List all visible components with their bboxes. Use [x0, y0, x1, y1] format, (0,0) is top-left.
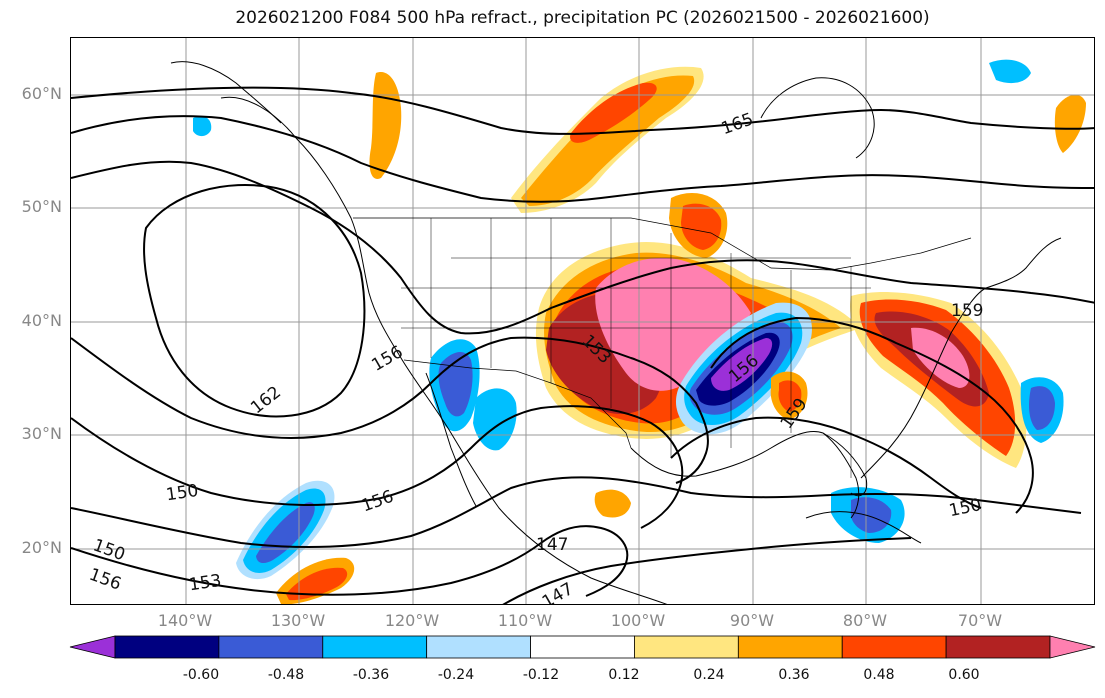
precip-area-caribbean-blue — [850, 497, 892, 533]
precip-area-canada-orange — [521, 75, 695, 206]
colorbar-segment — [218, 635, 324, 659]
precip-area-ne-canada-cyan — [989, 59, 1031, 84]
lat-label-40n: 40°N — [21, 311, 62, 330]
colorbar-tick-label: -0.12 — [522, 667, 560, 683]
contour-153-east — [670, 416, 982, 509]
lon-label-140w: 140°W — [157, 611, 213, 630]
contour-156-west — [71, 336, 709, 484]
precip-area-gulf-positive-red — [778, 380, 802, 412]
lon-label-120w: 120°W — [384, 611, 440, 630]
coastline-east — [860, 237, 1062, 479]
colorbar-tick-label: 0.60 — [948, 667, 980, 683]
colorbar — [69, 635, 1096, 659]
lat-label-50n: 50°N — [21, 197, 62, 216]
colorbar-segment — [114, 635, 220, 659]
colorbar-tick-label: -0.36 — [352, 667, 390, 683]
lat-label-20n: 20°N — [21, 538, 62, 557]
contour-label: 162 — [247, 382, 285, 418]
border-us-canada — [353, 217, 972, 271]
coastline-gulf — [630, 431, 860, 519]
colorbar-segment — [530, 635, 635, 659]
map-title: 2026021200 F084 500 hPa refract., precip… — [235, 8, 930, 28]
contour-150 — [71, 476, 1082, 549]
colorbar-segment — [945, 635, 1051, 659]
contour-147 — [71, 525, 629, 597]
contour-label: 156 — [359, 487, 396, 517]
coastline-alaska — [170, 61, 282, 124]
precip-area-mex-south-orange — [594, 489, 631, 518]
contour-147-south — [502, 537, 912, 604]
precip-area-bc-cyan — [193, 116, 212, 137]
precip-area-canada-lakes-red — [681, 203, 722, 250]
colorbar-tick-label: 0.48 — [863, 667, 895, 683]
coastline-florida — [822, 432, 868, 497]
contour-label: 150 — [165, 481, 200, 505]
contour-153 — [71, 405, 684, 529]
contour-162-loop — [143, 184, 366, 418]
colorbar-tick-label: 0.36 — [778, 667, 810, 683]
colorbar-tick-label: -0.60 — [182, 667, 220, 683]
precip-area-canada-red — [570, 82, 657, 143]
lon-label-100w: 100°W — [610, 611, 666, 630]
precip-area-ne-canada-orange — [1054, 94, 1086, 153]
colorbar-segment — [841, 635, 947, 659]
map-panel: 165 162 159 159 156 156 156 153 153 150 … — [70, 37, 1095, 605]
contour-156-east — [710, 316, 1034, 514]
precip-area-pacific-red — [286, 567, 348, 601]
precip-area-gulf-purple — [711, 338, 773, 391]
contour-label: 150 — [947, 495, 983, 521]
precip-area-atlantic-blue — [1029, 386, 1055, 430]
lon-label-110w: 110°W — [497, 611, 553, 630]
map-canvas: 165 162 159 159 156 156 156 153 153 150 … — [71, 38, 1094, 605]
contour-162-north — [71, 115, 1094, 203]
border-state-lines — [401, 218, 871, 478]
coastline-baja — [425, 372, 477, 507]
coastline-hudson — [760, 77, 875, 159]
contour-label: 165 — [719, 109, 756, 139]
contour-label: 156 — [368, 342, 406, 376]
contour-label: 150 — [90, 535, 127, 565]
contour-label: 147 — [536, 535, 568, 555]
colorbar-tick-label: 0.24 — [693, 667, 725, 683]
contour-label: 153 — [188, 571, 223, 595]
colorbar-segment — [634, 635, 739, 659]
colorbar-tick-label: -0.24 — [437, 667, 475, 683]
lon-label-130w: 130°W — [270, 611, 326, 630]
coastline-north-america-west — [220, 96, 668, 604]
colorbar-segment — [426, 635, 531, 659]
contour-165 — [71, 86, 1094, 135]
colorbar-tick-label: -0.48 — [267, 667, 305, 683]
lon-label-90w: 90°W — [729, 611, 775, 630]
precip-area-bc-orange — [369, 72, 402, 179]
precip-area-pacific-blue — [256, 502, 315, 564]
precip-shading — [193, 59, 1086, 604]
lat-label-60n: 60°N — [21, 84, 62, 103]
contour-label: 156 — [86, 565, 123, 595]
lon-label-80w: 80°W — [842, 611, 888, 630]
colorbar-segments — [69, 635, 1096, 659]
refractivity-contours — [71, 86, 1094, 604]
graticule — [71, 38, 1094, 604]
colorbar-segment — [69, 635, 116, 659]
colorbar-segment — [322, 635, 428, 659]
lon-label-70w: 70°W — [957, 611, 1003, 630]
colorbar-tick-label: 0.12 — [608, 667, 640, 683]
contour-label: 159 — [951, 301, 983, 321]
contour-label: 147 — [539, 579, 577, 605]
colorbar-segment — [1049, 635, 1096, 659]
colorbar-segment — [737, 635, 843, 659]
contour-159 — [71, 160, 1094, 335]
lat-label-30n: 30°N — [21, 424, 62, 443]
